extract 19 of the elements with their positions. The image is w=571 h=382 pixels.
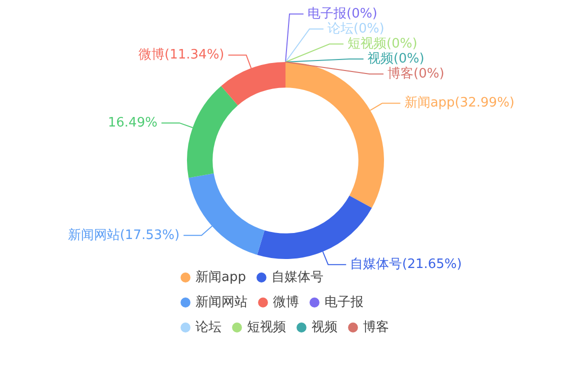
- data-label: 新闻app(32.99%): [404, 96, 515, 111]
- data-label: 自媒体号(21.65%): [350, 256, 462, 272]
- legend-label: 博客: [363, 318, 389, 335]
- legend-label: 短视频: [247, 320, 286, 335]
- text: 视频(0%): [368, 51, 424, 66]
- text: 论坛(0%): [328, 21, 384, 36]
- data-label: 新闻网站(17.53%): [68, 228, 180, 243]
- text: 电子报(0%): [308, 6, 378, 22]
- legend-label: 电子报: [324, 294, 364, 310]
- data-label: 16.49%: [108, 115, 158, 130]
- legend-label: 自媒体号: [271, 270, 324, 285]
- legend-label: 论坛: [196, 320, 222, 335]
- data-label: 微博(11.34%): [138, 47, 224, 62]
- legend-label: 新闻网站: [196, 294, 248, 310]
- legend-label: 视频: [312, 320, 338, 335]
- text: 博客(0%): [388, 66, 444, 82]
- text: 短视频(0%): [348, 36, 418, 52]
- legend-label: 微博: [273, 294, 299, 310]
- legend-label: 新闻app: [196, 270, 246, 285]
